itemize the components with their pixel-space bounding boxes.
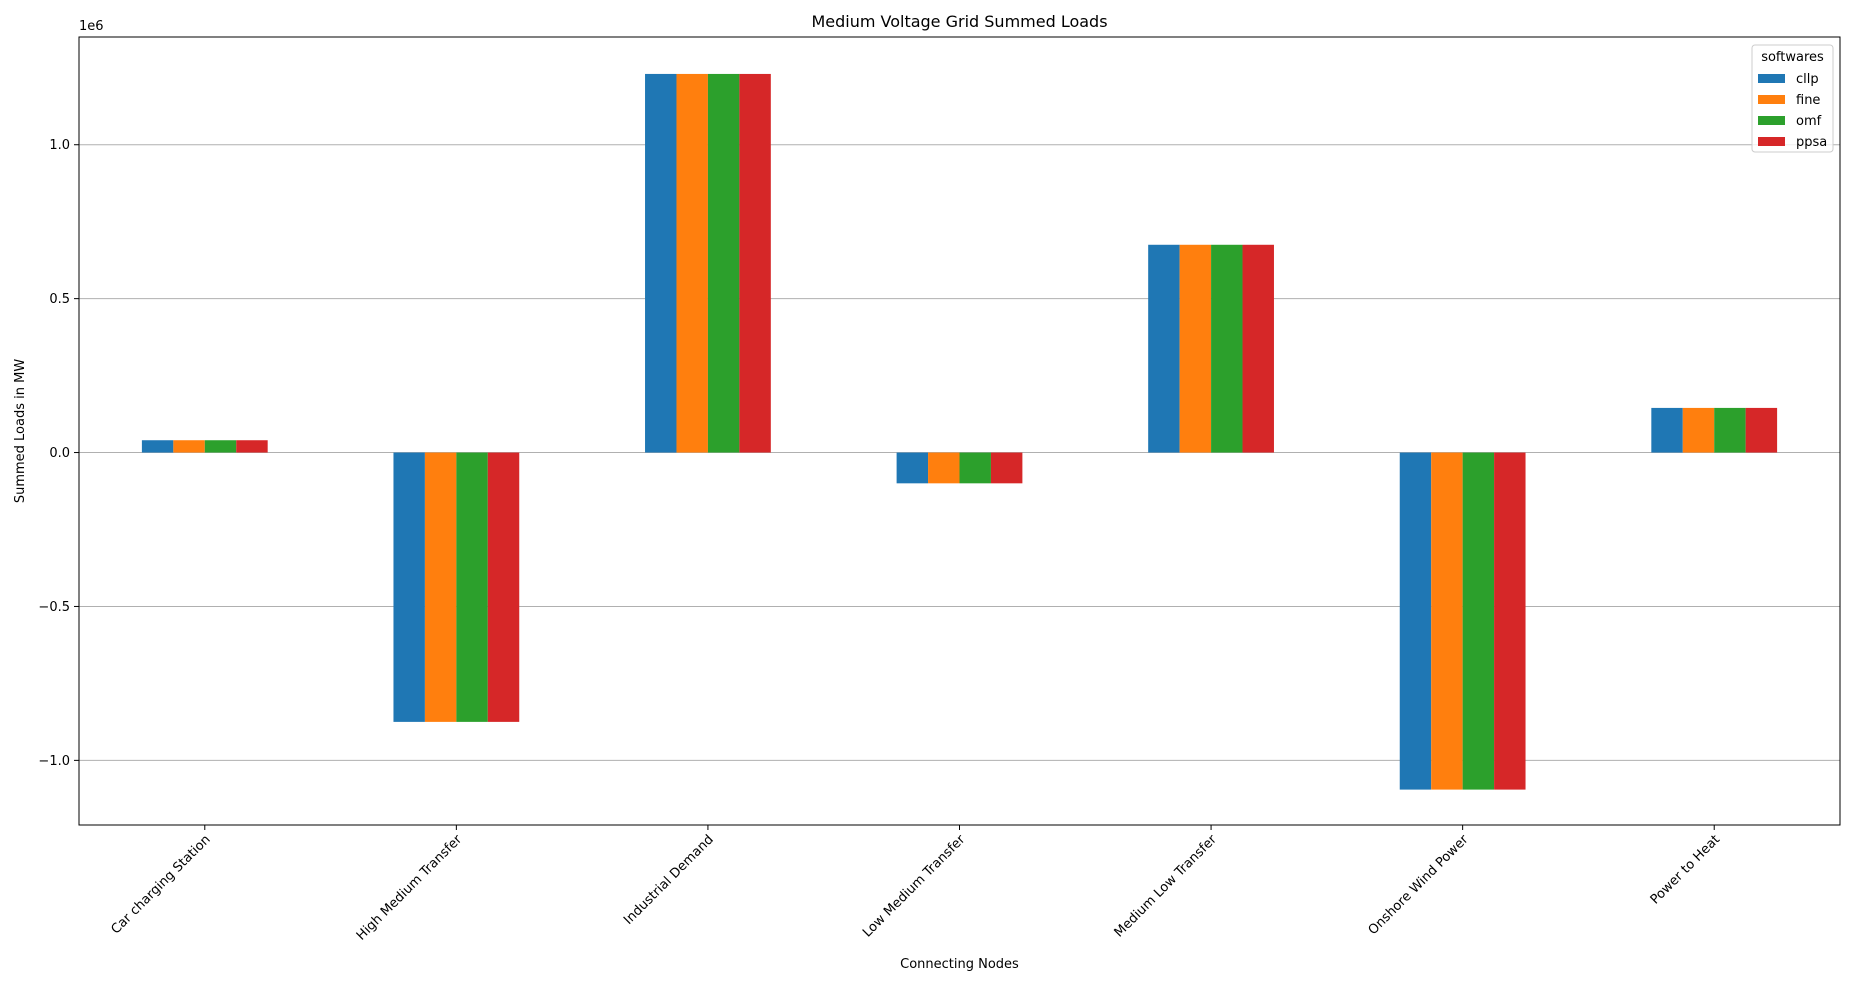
bar-cllp — [141, 440, 174, 453]
y-axis-scale-label: 1e6 — [79, 19, 104, 34]
legend-swatch-omf — [1758, 116, 1785, 125]
legend-box — [1751, 44, 1834, 153]
x-axis-label: Connecting Nodes — [900, 957, 1019, 972]
bar-fine — [173, 440, 205, 453]
bar-ppsa — [1242, 244, 1274, 453]
bar-ppsa — [739, 73, 771, 453]
bar-ppsa — [487, 452, 520, 722]
y-tick-label: −0.5 — [38, 600, 70, 615]
bar-ppsa — [236, 440, 268, 453]
bar-cllp — [645, 73, 677, 453]
bar-fine — [676, 73, 708, 453]
y-axis-label: Summed Loads in MW — [13, 359, 28, 503]
bar-omf — [204, 440, 237, 453]
y-tick-label: 1.0 — [49, 138, 70, 153]
bar-ppsa — [1494, 452, 1526, 790]
y-tick-label: 0.0 — [49, 446, 70, 461]
bar-cllp — [1148, 244, 1180, 453]
bars — [141, 73, 1778, 790]
bar-omf — [456, 452, 488, 722]
y-tick-label: 0.5 — [49, 292, 70, 307]
bar-cllp — [896, 452, 929, 484]
bar-omf — [959, 452, 991, 484]
legend-swatch-ppsa — [1758, 137, 1785, 146]
bar-ppsa — [1745, 407, 1778, 453]
bar-omf — [1462, 452, 1495, 790]
bar-omf — [1211, 244, 1243, 453]
legend: softwares cllp fine omf ppsa — [1751, 44, 1834, 153]
chart-title: Medium Voltage Grid Summed Loads — [811, 12, 1107, 31]
legend-label-ppsa: ppsa — [1796, 135, 1827, 150]
bar-fine — [1431, 452, 1463, 790]
legend-swatch-fine — [1758, 95, 1785, 104]
bar-omf — [707, 73, 740, 453]
bar-fine — [424, 452, 457, 722]
bar-cllp — [1399, 452, 1432, 790]
bar-ppsa — [990, 452, 1023, 484]
legend-swatch-cllp — [1758, 74, 1785, 83]
legend-title: softwares — [1761, 50, 1824, 65]
bar-fine — [1179, 244, 1212, 453]
legend-label-fine: fine — [1796, 93, 1820, 108]
bar-cllp — [393, 452, 425, 722]
legend-label-cllp: cllp — [1796, 72, 1819, 87]
bar-omf — [1714, 407, 1746, 453]
legend-label-omf: omf — [1796, 114, 1822, 129]
bar-fine — [928, 452, 960, 484]
bar-cllp — [1651, 407, 1683, 453]
y-tick-label: −1.0 — [38, 754, 70, 769]
y-axis: −1.0 −0.5 0.0 0.5 1.0 — [38, 138, 79, 769]
bar-fine — [1682, 407, 1715, 453]
